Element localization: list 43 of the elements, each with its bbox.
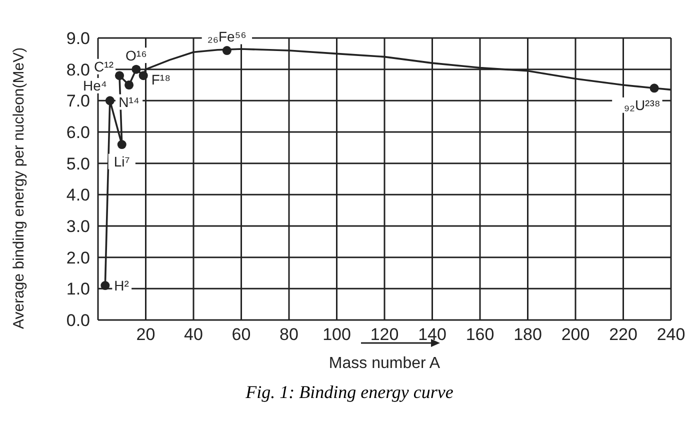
x-tick-label: 160 <box>466 325 494 344</box>
point <box>114 71 124 80</box>
y-tick-label: 0.0 <box>66 311 90 330</box>
y-tick-label: 4.0 <box>66 186 90 205</box>
x-tick-label: 100 <box>322 325 351 344</box>
x-tick-label: 240 <box>656 325 686 344</box>
y-tick-label: 5.0 <box>66 154 90 174</box>
annotation: O¹⁶ <box>126 47 147 64</box>
point <box>138 71 148 80</box>
x-tick-label: 60 <box>232 325 251 344</box>
x-tick-label: 180 <box>514 325 542 344</box>
annotation: ₉₂U²³⁸ <box>624 97 660 114</box>
annotation: ₂₆Fe⁵⁶ <box>207 28 246 45</box>
annotation: Li⁷ <box>114 154 130 170</box>
y-tick-label: 2.0 <box>66 248 90 268</box>
x-tick-label: 140 <box>418 325 446 344</box>
point <box>650 84 659 93</box>
x-tick-label: 80 <box>280 325 298 344</box>
y-tick-label: 8.0 <box>66 60 90 80</box>
annotation: He⁴ <box>83 78 107 94</box>
x-axis-title: Mass number A <box>328 355 440 372</box>
x-tick-label: 20 <box>136 325 156 344</box>
y-axis-title: Average binding energy per nucleon(MeV) <box>10 47 28 329</box>
point <box>132 64 141 74</box>
point <box>124 80 134 90</box>
x-tick-label: 40 <box>184 325 203 344</box>
annotation: H² <box>114 278 130 294</box>
point <box>100 281 110 290</box>
y-tick-label: 6.0 <box>66 123 90 142</box>
y-tick-label: 1.0 <box>66 280 90 299</box>
point <box>117 140 126 150</box>
annotation: C¹² <box>94 58 114 75</box>
annotation: F¹⁸ <box>151 72 171 88</box>
x-tick-label: 200 <box>561 325 590 344</box>
text: Fig. 1: Binding energy curve <box>244 382 454 403</box>
point <box>105 96 114 106</box>
x-tick-label: 120 <box>370 325 399 344</box>
annotation: N¹⁴ <box>118 94 140 110</box>
y-tick-label: 7.0 <box>66 92 90 111</box>
y-tick-label: 3.0 <box>66 217 90 236</box>
point <box>222 46 232 56</box>
x-tick-label: 220 <box>609 325 638 344</box>
y-tick-label: 9.0 <box>66 29 90 48</box>
